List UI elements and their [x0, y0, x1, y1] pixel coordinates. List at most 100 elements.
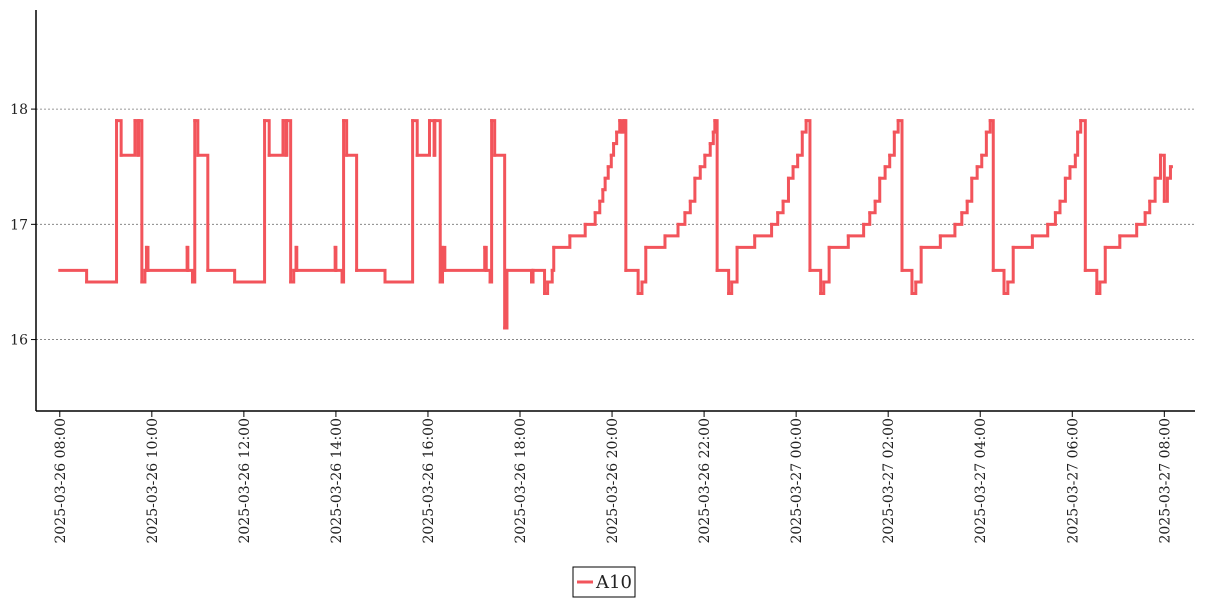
x-tick-label: 2025-03-26 20:00 — [605, 418, 621, 544]
line-segment — [1079, 119, 1087, 272]
line-segment — [919, 234, 942, 249]
line-segment — [1118, 222, 1139, 238]
line-segment — [984, 119, 992, 134]
line-segment — [415, 119, 431, 157]
line-segment — [505, 268, 534, 284]
line-segment — [819, 280, 826, 295]
line-segment — [583, 211, 597, 226]
line-segment — [345, 153, 359, 272]
line-segment — [914, 245, 923, 284]
line-segment — [980, 130, 988, 157]
line-segment — [546, 268, 554, 284]
line-segment — [196, 153, 210, 272]
line-segment — [433, 119, 442, 284]
line-segment — [1162, 176, 1169, 203]
x-tick-label: 2025-03-26 16:00 — [421, 418, 437, 544]
line-segment — [598, 188, 605, 203]
line-segment — [698, 153, 707, 169]
line-segment — [960, 199, 969, 215]
line-segment — [58, 268, 89, 284]
line-segment — [490, 119, 497, 157]
line-segment — [119, 119, 137, 157]
x-tick-label: 2025-03-27 04:00 — [973, 418, 989, 544]
line-segment — [988, 119, 995, 272]
line-segment — [483, 245, 488, 272]
line-segment — [1143, 199, 1152, 215]
legend: A10 — [572, 566, 636, 598]
line-segment — [603, 165, 610, 180]
line-segment — [615, 119, 622, 134]
line-segment — [693, 165, 702, 180]
grid — [36, 108, 1195, 340]
line-segment — [190, 119, 197, 284]
line-segment — [146, 245, 189, 272]
x-tick-label: 2025-03-26 14:00 — [329, 418, 345, 544]
line-segment — [294, 245, 299, 272]
line-segment — [441, 245, 447, 272]
line-segment — [1068, 153, 1077, 169]
line-segment — [910, 280, 918, 295]
line-segment — [965, 176, 974, 203]
line-segment — [888, 130, 896, 157]
line-segment — [991, 268, 1006, 295]
line-segment — [822, 245, 831, 284]
line-segment — [970, 165, 979, 180]
line-segment — [873, 176, 882, 203]
line-segment — [800, 119, 808, 134]
line-segment — [1011, 234, 1034, 249]
line-segment — [85, 119, 119, 284]
line-segment — [644, 234, 667, 249]
line-segment — [1046, 211, 1057, 226]
line-segment — [355, 268, 387, 284]
line-segment — [289, 268, 296, 284]
line-segment — [776, 199, 785, 215]
line-segment — [432, 119, 437, 157]
line-segment — [1063, 165, 1072, 180]
line-segment — [140, 268, 147, 284]
line-segment — [683, 199, 692, 215]
line-segment — [1148, 176, 1157, 203]
line-segment — [443, 245, 487, 272]
line-segment — [862, 211, 872, 226]
line-segment — [1073, 130, 1080, 157]
line-segment — [896, 119, 904, 272]
line-segment — [193, 119, 200, 157]
line-segment — [612, 130, 619, 146]
line-segment — [1076, 119, 1083, 134]
line-segment — [715, 268, 731, 295]
line-segment — [868, 199, 877, 215]
line-segment — [342, 119, 349, 157]
line-segment — [730, 245, 739, 284]
line-segment — [136, 119, 141, 157]
line-segment — [636, 280, 644, 295]
line-segment — [938, 222, 957, 238]
line-segment — [606, 153, 613, 169]
line-segment — [144, 245, 150, 272]
line-segment — [796, 130, 804, 157]
line-segment — [411, 119, 419, 157]
line-segment — [1002, 280, 1010, 295]
line-segment — [601, 176, 607, 192]
x-tick-label: 2025-03-27 02:00 — [881, 418, 897, 544]
x-tick-label: 2025-03-27 00:00 — [789, 418, 805, 544]
x-tick-label: 2025-03-26 08:00 — [53, 418, 69, 544]
line-segment — [284, 119, 289, 157]
line-segment — [1103, 234, 1122, 249]
line-segment — [550, 245, 556, 272]
line-segment — [609, 142, 616, 157]
line-segment — [1153, 153, 1162, 180]
x-tick-label: 2025-03-26 22:00 — [697, 418, 713, 544]
line-segment — [727, 280, 734, 295]
x-tick-label: 2025-03-27 08:00 — [1157, 418, 1173, 544]
line-segment — [1135, 211, 1147, 226]
line-segment — [676, 211, 687, 226]
line-segment — [878, 165, 887, 180]
line-segment — [334, 268, 344, 284]
line-segment — [1083, 268, 1099, 295]
y-tick-label: 16 — [10, 333, 28, 349]
line-segment — [640, 245, 648, 284]
line-segment — [1053, 199, 1062, 215]
line-segment — [186, 268, 194, 284]
line-segment — [115, 119, 123, 157]
